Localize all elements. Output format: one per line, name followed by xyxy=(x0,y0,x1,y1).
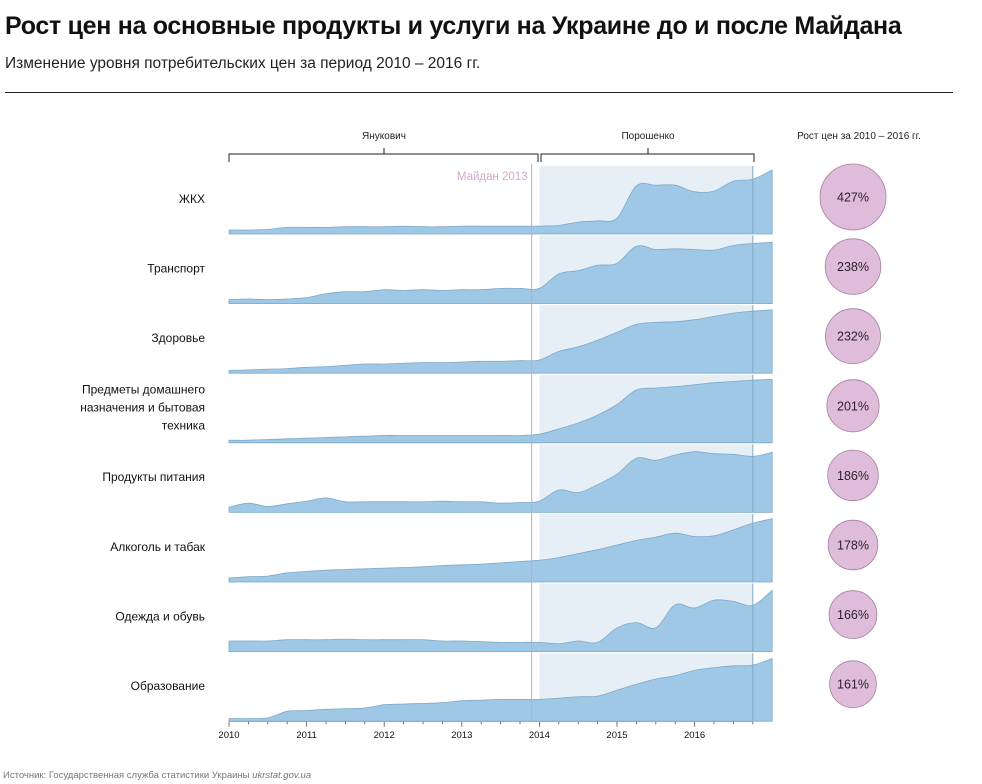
x-tick-label: 2015 xyxy=(606,730,627,741)
growth-label: 161% xyxy=(837,678,869,692)
x-axis: 2010 2011 2012 2013 2014 2015 2016 xyxy=(218,721,754,741)
row-label: Образование xyxy=(131,679,206,693)
area-series-layer xyxy=(228,166,773,722)
growth-label: 201% xyxy=(837,399,869,413)
area-series-5 xyxy=(228,518,773,583)
growth-bubble xyxy=(826,379,880,433)
row-label-line: техника xyxy=(162,419,206,433)
x-tick-label: 2013 xyxy=(451,730,472,741)
growth-bubble xyxy=(827,519,879,571)
growth-label: 232% xyxy=(837,330,869,344)
source-text: Источник: Государственная служба статист… xyxy=(3,770,253,781)
row-label: Предметы домашнего назначения и бытовая те… xyxy=(80,383,205,433)
row-label-line: назначения и бытовая xyxy=(80,401,205,415)
row-label: ЖКХ xyxy=(179,192,205,206)
source-note: Источник: Государственная служба статист… xyxy=(3,770,311,781)
x-tick-label: 2010 xyxy=(218,730,239,741)
row-label: Транспорт xyxy=(147,261,205,275)
growth-label: 238% xyxy=(837,260,869,274)
x-tick-label: 2016 xyxy=(684,730,705,741)
growth-bubble xyxy=(824,238,882,295)
area-series-4 xyxy=(228,451,773,513)
row-label: Продукты питания xyxy=(102,470,205,484)
growth-header: Рост цен за 2010 – 2016 гг. xyxy=(797,131,921,142)
period-label-poroshenko: Порошенко xyxy=(621,131,674,142)
chart-subtitle: Изменение уровня потребительских цен за … xyxy=(5,55,481,72)
bracket-poroshenko xyxy=(540,148,755,162)
area-series-1 xyxy=(228,241,773,304)
period-label-yanukovych: Янукович xyxy=(362,131,406,142)
row-label-line: Здоровье xyxy=(151,331,205,345)
growth-bubbles: 427% 238% 232% 201% 186% 178% 166% 161% xyxy=(819,163,887,708)
growth-bubble xyxy=(825,308,881,365)
growth-bubble xyxy=(829,660,877,708)
x-tick-label: 2014 xyxy=(529,730,550,741)
period-brackets: Янукович Порошенко xyxy=(228,131,755,162)
area-series-7 xyxy=(228,657,773,722)
maidan-label: Майдан 2013 xyxy=(457,171,528,183)
maidan-annotation: Майдан 2013 xyxy=(457,164,533,722)
growth-label: 186% xyxy=(837,469,869,483)
row-label-line: Транспорт xyxy=(147,261,205,275)
row-label: Здоровье xyxy=(151,331,205,345)
x-tick-label: 2012 xyxy=(374,730,395,741)
chart-title: Рост цен на основные продукты и услуги н… xyxy=(5,12,902,40)
row-label-line: Одежда и обувь xyxy=(115,609,205,623)
area-series-2 xyxy=(228,309,773,374)
row-label-line: Продукты питания xyxy=(102,470,205,484)
area-series-3 xyxy=(228,378,773,444)
row-labels: ЖКХ Транспорт Здоровье Предметы домашнего на… xyxy=(80,192,206,693)
growth-label: 166% xyxy=(837,608,869,622)
row-label-line: Алкоголь и табак xyxy=(110,540,206,554)
area-series-0 xyxy=(228,169,773,235)
row-label-line: Предметы домашнего xyxy=(82,383,205,397)
source-link[interactable]: ukrstat.gov.ua xyxy=(252,770,312,781)
title-divider xyxy=(5,92,953,93)
growth-label: 427% xyxy=(837,191,869,205)
area-series-6 xyxy=(228,589,773,652)
row-label-line: Образование xyxy=(131,679,206,693)
growth-bubble xyxy=(827,449,879,502)
growth-label: 178% xyxy=(837,539,869,553)
row-label-line: ЖКХ xyxy=(179,192,205,206)
growth-bubble xyxy=(819,163,887,231)
row-label: Алкоголь и табак xyxy=(110,540,206,554)
row-label: Одежда и обувь xyxy=(115,609,205,623)
growth-bubble xyxy=(828,590,878,639)
x-tick-label: 2011 xyxy=(296,730,316,741)
bracket-yanukovych xyxy=(228,148,539,162)
